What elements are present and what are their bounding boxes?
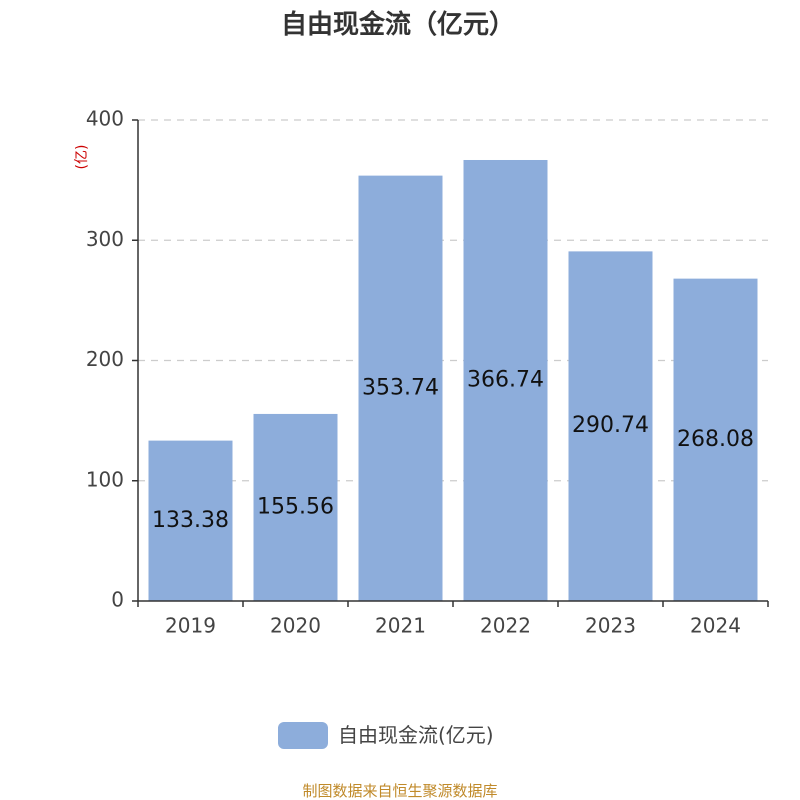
bar[interactable] xyxy=(358,175,443,601)
bar[interactable] xyxy=(148,440,233,601)
y-tick-label: 300 xyxy=(86,227,124,251)
data-label: 366.74 xyxy=(467,367,544,392)
data-label: 155.56 xyxy=(257,494,334,519)
y-tick-label: 200 xyxy=(86,347,124,371)
bar[interactable] xyxy=(253,413,338,601)
legend-label: 自由现金流(亿元) xyxy=(338,723,494,747)
data-label: 353.74 xyxy=(362,375,439,400)
y-tick-label: 0 xyxy=(111,588,124,612)
bar[interactable] xyxy=(568,251,653,602)
data-labels: 133.38 155.56 353.74 366.74 290.74 268.08 xyxy=(152,367,754,532)
data-label: 268.08 xyxy=(677,427,754,452)
x-tick-label: 2023 xyxy=(585,614,636,638)
chart-title: 自由现金流（亿元） xyxy=(281,9,515,40)
legend[interactable]: 自由现金流(亿元) xyxy=(278,722,494,749)
bar[interactable] xyxy=(673,278,758,601)
x-tick-label: 2024 xyxy=(690,614,741,638)
grid-lines xyxy=(138,119,768,482)
data-label: 290.74 xyxy=(572,413,649,438)
y-tick-label: 100 xyxy=(86,467,124,491)
axes: 0 100 200 300 400 2019 2020 2021 2022 2023 2024 xyxy=(86,107,769,638)
y-tick-label: 400 xyxy=(86,107,124,131)
data-label: 133.38 xyxy=(152,508,229,533)
x-tick-label: 2022 xyxy=(480,614,531,638)
x-tick-label: 2019 xyxy=(165,614,216,638)
x-tick-label: 2021 xyxy=(375,614,426,638)
x-tick-label: 2020 xyxy=(270,614,321,638)
legend-swatch xyxy=(278,722,328,749)
bars xyxy=(148,159,758,602)
source-note: 制图数据来自恒生聚源数据库 xyxy=(302,782,497,800)
bar[interactable] xyxy=(463,159,548,601)
y-axis-unit: (亿) xyxy=(74,145,90,170)
